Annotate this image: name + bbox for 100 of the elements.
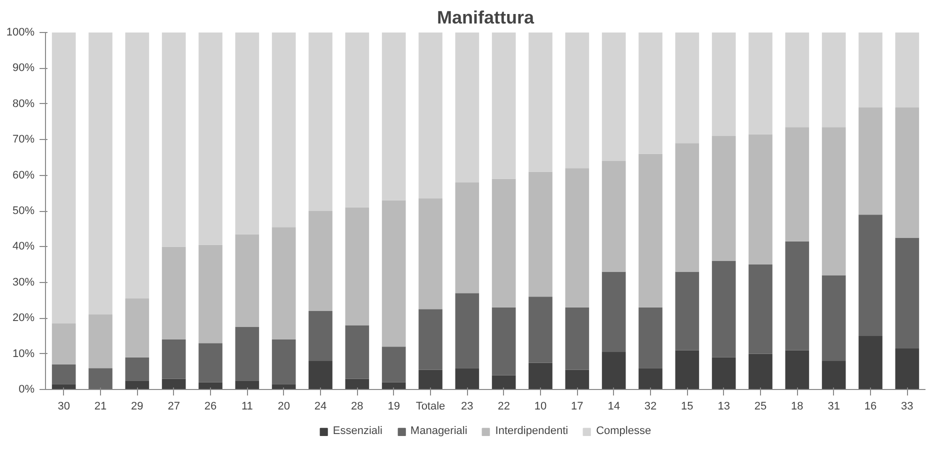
bar (565, 32, 590, 168)
x-tick-label: 27 (168, 400, 180, 412)
bar (198, 382, 222, 390)
bar (88, 32, 112, 315)
x-tick-label: 15 (681, 400, 694, 412)
bar (235, 380, 260, 390)
y-tick-label: 30% (12, 276, 35, 288)
bar (382, 200, 406, 347)
bar (528, 32, 552, 172)
bar (895, 107, 920, 238)
bar (162, 378, 186, 390)
bar (125, 357, 150, 381)
bar (418, 370, 442, 390)
x-tick-label: 11 (241, 400, 253, 412)
bar (785, 32, 810, 128)
bar (748, 264, 772, 354)
bar (858, 32, 882, 108)
x-tick-label: 25 (754, 400, 767, 412)
y-tick-label: 0% (18, 384, 35, 396)
bar (602, 272, 626, 352)
bar (565, 370, 590, 390)
x-tick-label: 22 (498, 400, 510, 412)
x-tick-label: 14 (608, 400, 620, 412)
bar (602, 352, 626, 390)
bar (52, 364, 76, 384)
x-tick-label: 33 (901, 400, 914, 412)
y-tick-label: 20% (12, 312, 35, 324)
x-tick-label: 23 (461, 400, 474, 412)
bar (198, 244, 222, 344)
y-tick-label: 100% (6, 26, 35, 38)
bar (455, 182, 480, 294)
bar (602, 32, 626, 162)
bar (748, 134, 772, 265)
bar (785, 350, 810, 390)
bar (858, 214, 882, 336)
bar (52, 323, 76, 365)
bar (198, 32, 222, 245)
legend-label: Complesse (596, 425, 652, 437)
chart-title: Manifattura (437, 8, 535, 28)
bar (272, 32, 296, 228)
bar (418, 309, 442, 370)
x-tick-label: 13 (718, 400, 730, 412)
bar (675, 32, 700, 144)
bar (822, 127, 846, 276)
bar (308, 211, 332, 311)
bar (162, 246, 186, 340)
bar (675, 272, 700, 350)
x-tick-label: 32 (644, 400, 657, 412)
bar (822, 275, 846, 361)
x-tick-label: 16 (864, 400, 877, 412)
y-tick-label: 70% (12, 134, 35, 146)
bar (785, 241, 810, 350)
bar (492, 307, 516, 376)
bar (675, 143, 700, 272)
x-tick-label: 20 (278, 400, 290, 412)
bar (492, 32, 516, 179)
bar (455, 293, 480, 368)
bar (858, 336, 882, 390)
x-tick-label: 21 (94, 400, 107, 412)
bar (602, 161, 626, 272)
bar (345, 207, 370, 326)
bar (125, 298, 150, 358)
bar (822, 32, 846, 128)
bar (272, 227, 296, 340)
bar (272, 340, 296, 384)
y-tick-label: 10% (12, 348, 35, 360)
bar (712, 136, 736, 261)
bar (88, 314, 112, 368)
bar (382, 346, 406, 382)
bar (895, 348, 920, 390)
bar (528, 296, 552, 363)
legend-label: Manageriali (410, 425, 468, 437)
bar (235, 32, 260, 234)
bar (895, 32, 920, 108)
bar (492, 375, 516, 390)
bar (345, 378, 370, 390)
bar (308, 32, 332, 211)
x-tick-label: 24 (314, 400, 327, 412)
bar (638, 154, 662, 308)
bar (162, 340, 186, 379)
bar (345, 32, 370, 208)
x-tick-label: 26 (204, 400, 217, 412)
bar (52, 384, 76, 390)
bar (528, 362, 552, 390)
bar (418, 32, 442, 199)
bar (565, 168, 590, 308)
bar (748, 354, 772, 390)
bar (308, 310, 332, 361)
bar (162, 32, 186, 247)
bar (382, 382, 406, 390)
bar (785, 127, 810, 242)
x-tick-label: 29 (131, 400, 144, 412)
bar (858, 107, 882, 215)
bar (198, 343, 222, 382)
bar (382, 32, 406, 200)
y-tick-label: 60% (12, 169, 35, 182)
x-tick-label: 17 (571, 400, 584, 412)
x-tick-label: 18 (791, 400, 804, 412)
bar (88, 368, 112, 390)
bar (712, 357, 736, 390)
